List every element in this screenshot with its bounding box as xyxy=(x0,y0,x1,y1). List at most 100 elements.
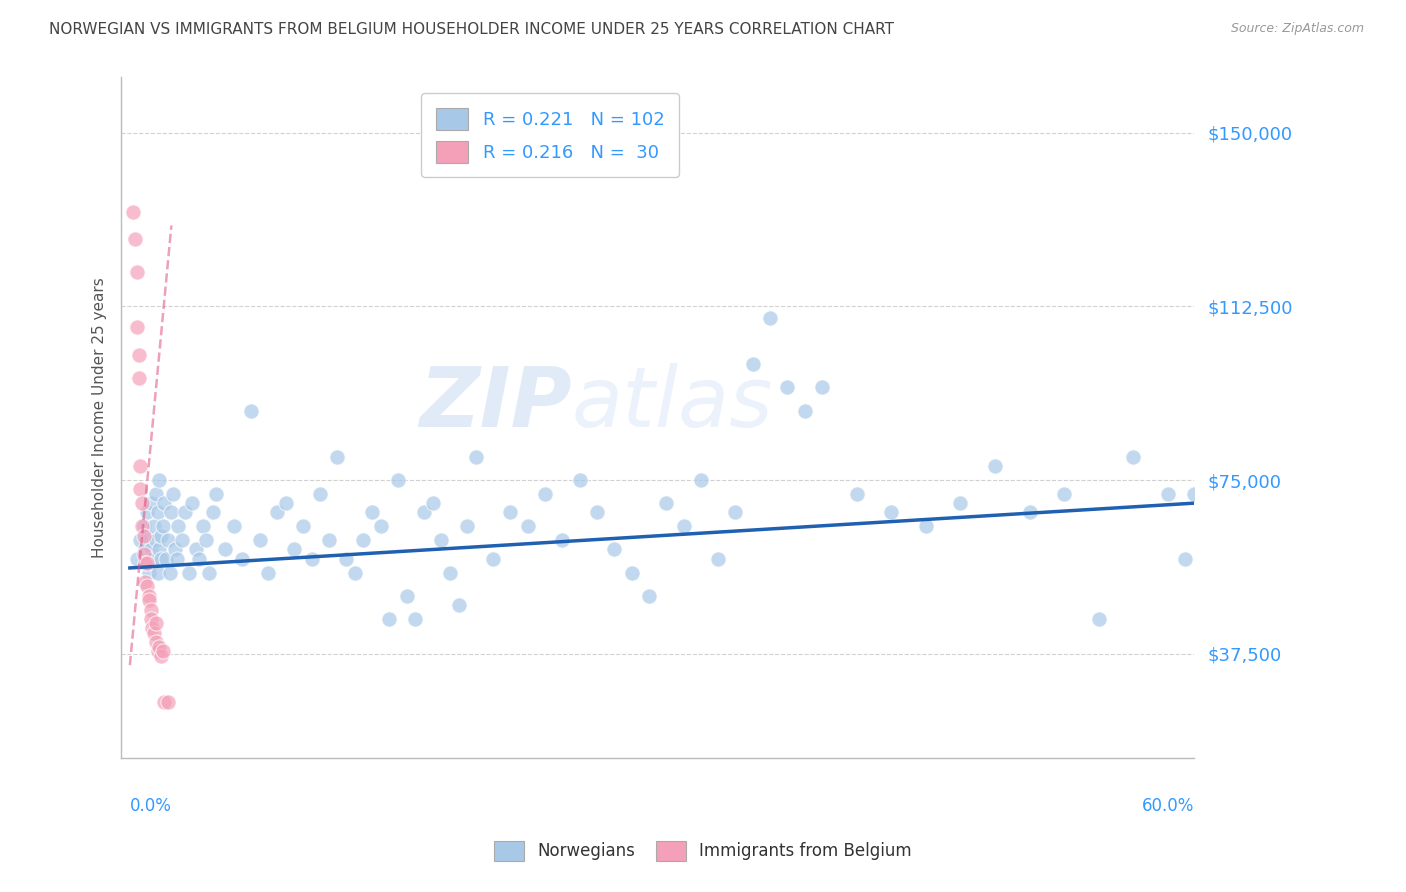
Point xyxy=(845,487,868,501)
Point xyxy=(361,505,384,519)
Point xyxy=(152,644,174,658)
Point xyxy=(1182,487,1205,501)
Point xyxy=(759,311,782,326)
Point xyxy=(724,505,747,519)
Point xyxy=(141,621,163,635)
Point xyxy=(534,487,557,501)
Text: atlas: atlas xyxy=(572,363,773,444)
Text: ZIP: ZIP xyxy=(419,363,572,444)
Point xyxy=(138,589,160,603)
Point xyxy=(153,695,176,709)
Point xyxy=(138,593,160,607)
Point xyxy=(170,533,193,548)
Point xyxy=(150,551,173,566)
Point xyxy=(655,496,678,510)
Point xyxy=(134,557,156,571)
Point xyxy=(482,551,505,566)
Point xyxy=(422,496,444,510)
Point xyxy=(1174,551,1197,566)
Point xyxy=(672,519,695,533)
Point xyxy=(174,505,197,519)
Point xyxy=(141,551,163,566)
Point xyxy=(153,496,176,510)
Point xyxy=(1018,505,1040,519)
Point xyxy=(378,612,401,626)
Point xyxy=(131,496,153,510)
Point xyxy=(201,505,224,519)
Point xyxy=(430,533,453,548)
Point xyxy=(291,519,314,533)
Legend: Norwegians, Immigrants from Belgium: Norwegians, Immigrants from Belgium xyxy=(488,834,918,868)
Point xyxy=(309,487,332,501)
Point xyxy=(984,459,1007,474)
Point xyxy=(160,505,183,519)
Point xyxy=(138,566,160,580)
Point xyxy=(166,551,188,566)
Point xyxy=(146,505,169,519)
Text: Source: ZipAtlas.com: Source: ZipAtlas.com xyxy=(1230,22,1364,36)
Text: 60.0%: 60.0% xyxy=(1142,797,1194,814)
Point xyxy=(603,542,626,557)
Point xyxy=(177,566,200,580)
Text: 0.0%: 0.0% xyxy=(129,797,172,814)
Point xyxy=(352,533,374,548)
Point xyxy=(128,371,150,385)
Point xyxy=(266,505,288,519)
Point xyxy=(257,566,280,580)
Point xyxy=(125,320,148,334)
Point xyxy=(163,542,186,557)
Text: NORWEGIAN VS IMMIGRANTS FROM BELGIUM HOUSEHOLDER INCOME UNDER 25 YEARS CORRELATI: NORWEGIAN VS IMMIGRANTS FROM BELGIUM HOU… xyxy=(49,22,894,37)
Point xyxy=(132,519,155,533)
Point xyxy=(129,483,152,497)
Point xyxy=(136,557,159,571)
Point xyxy=(150,528,173,542)
Point xyxy=(880,505,903,519)
Point xyxy=(129,459,152,474)
Point xyxy=(1087,612,1109,626)
Point xyxy=(335,551,357,566)
Point xyxy=(447,598,470,612)
Point xyxy=(326,450,349,464)
Point xyxy=(148,473,170,487)
Point xyxy=(136,528,159,542)
Point xyxy=(125,265,148,279)
Point xyxy=(214,542,236,557)
Point xyxy=(145,635,167,649)
Y-axis label: Householder Income Under 25 years: Householder Income Under 25 years xyxy=(93,277,107,558)
Point xyxy=(586,505,609,519)
Point xyxy=(568,473,591,487)
Point xyxy=(516,519,538,533)
Point xyxy=(148,640,170,654)
Point xyxy=(184,542,207,557)
Point xyxy=(620,566,643,580)
Point xyxy=(318,533,340,548)
Point xyxy=(143,625,166,640)
Point xyxy=(124,232,146,246)
Point xyxy=(146,566,169,580)
Point xyxy=(638,589,661,603)
Point xyxy=(159,566,181,580)
Point xyxy=(387,473,409,487)
Point xyxy=(1053,487,1076,501)
Point xyxy=(132,547,155,561)
Point xyxy=(139,602,162,616)
Point xyxy=(222,519,245,533)
Point xyxy=(125,551,148,566)
Point xyxy=(283,542,305,557)
Point xyxy=(150,648,173,663)
Point xyxy=(128,348,150,362)
Point xyxy=(274,496,297,510)
Point xyxy=(155,551,177,566)
Legend: R = 0.221   N = 102, R = 0.216   N =  30: R = 0.221 N = 102, R = 0.216 N = 30 xyxy=(422,94,679,177)
Point xyxy=(122,204,145,219)
Point xyxy=(741,357,763,371)
Point xyxy=(231,551,253,566)
Point xyxy=(139,612,162,626)
Point xyxy=(413,505,436,519)
Point xyxy=(395,589,418,603)
Point xyxy=(146,644,169,658)
Point xyxy=(464,450,486,464)
Point xyxy=(156,533,179,548)
Point xyxy=(132,528,155,542)
Point xyxy=(689,473,711,487)
